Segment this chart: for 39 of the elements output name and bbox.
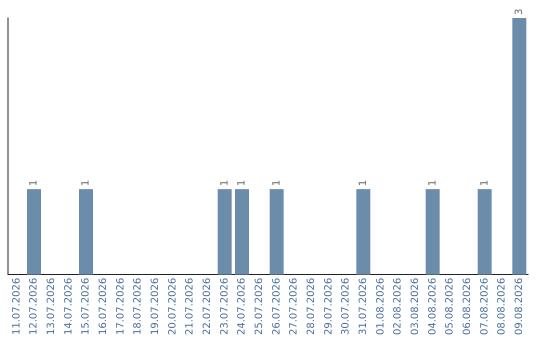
data-label: 1 [28, 180, 40, 186]
data-label: 1 [358, 180, 369, 186]
x-tick-label: 20.07.2026 [167, 278, 178, 336]
x-tick-label: 21.07.2026 [184, 278, 196, 336]
x-tick-label: 12.07.2026 [28, 278, 40, 336]
x-tick-label: 01.08.2026 [375, 278, 386, 336]
x-tick-label: 27.07.2026 [288, 278, 300, 336]
x-tick-label: 11.07.2026 [11, 278, 22, 336]
x-tick-label: 03.08.2026 [410, 278, 421, 336]
data-label: 1 [479, 180, 490, 186]
x-tick-label: 16.07.2026 [98, 278, 109, 336]
x-tick-label: 04.08.2026 [427, 278, 438, 336]
x-tick-label: 09.08.2026 [514, 278, 525, 336]
x-tick-label: 23.07.2026 [219, 278, 230, 336]
x-tick-label: 30.07.2026 [340, 278, 352, 336]
data-label: 1 [80, 180, 92, 186]
data-label: 3 [514, 8, 525, 15]
x-tick-label: 17.07.2026 [115, 278, 126, 336]
x-tick-label: 25.07.2026 [254, 278, 265, 336]
x-tick-label: 05.08.2026 [444, 278, 456, 336]
x-tick-label: 08.08.2026 [496, 278, 508, 336]
x-tick-label: 18.07.2026 [132, 278, 144, 336]
data-label: 1 [427, 180, 438, 186]
x-tick-label: 29.07.2026 [323, 278, 334, 336]
x-tick-label: 24.07.2026 [236, 278, 248, 336]
x-tick-label: 28.07.2026 [306, 278, 317, 336]
x-tick-label: 02.08.2026 [392, 278, 404, 336]
x-tick-label: 06.08.2026 [462, 278, 473, 336]
x-tick-label: 26.07.2026 [271, 278, 282, 336]
x-tick-label: 22.07.2026 [202, 278, 213, 336]
data-label: 1 [236, 180, 248, 186]
x-tick-label: 07.08.2026 [479, 278, 490, 336]
data-label: 1 [271, 180, 282, 186]
x-tick-label: 15.07.2026 [80, 278, 92, 336]
x-tick-label: 31.07.2026 [358, 278, 369, 336]
x-tick-label: 13.07.2026 [46, 278, 57, 336]
data-label: 1 [219, 180, 230, 186]
x-tick-label: 19.07.2026 [150, 278, 161, 336]
x-tick-label: 14.07.2026 [63, 278, 74, 336]
